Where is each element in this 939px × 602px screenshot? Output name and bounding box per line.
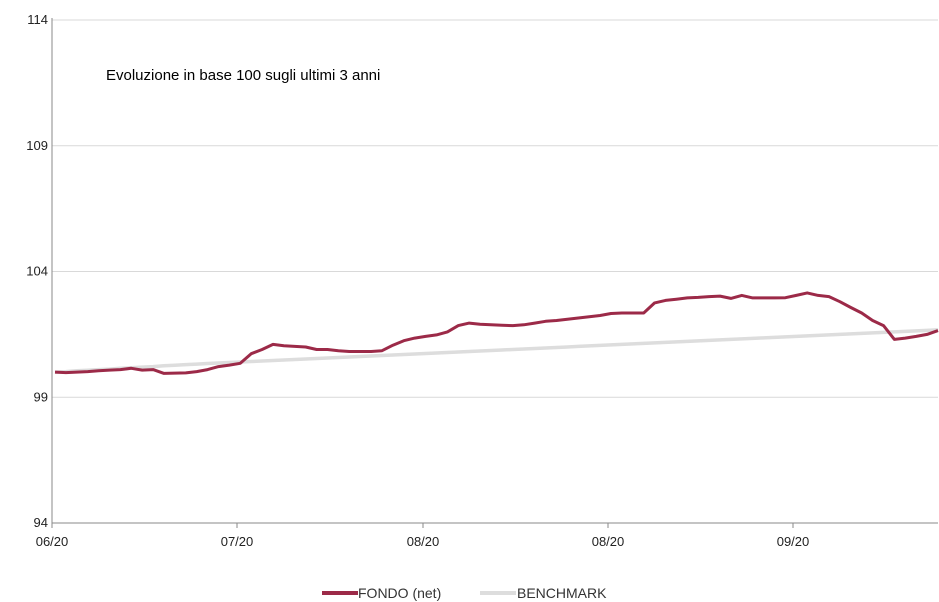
x-tick-labels: 06/20 07/20 08/20 08/20 09/20 [36, 523, 810, 549]
x-tick-label: 09/20 [777, 534, 810, 549]
legend: FONDO (net) BENCHMARK [322, 585, 607, 601]
y-tick-label: 99 [34, 389, 48, 404]
legend-label-fondo: FONDO (net) [358, 585, 441, 601]
gridlines [52, 19, 938, 398]
x-tick-label: 07/20 [221, 534, 254, 549]
y-tick-label: 109 [26, 138, 48, 153]
y-tick-label: 114 [27, 12, 48, 27]
series-line-benchmark [54, 328, 939, 374]
x-tick-label: 08/20 [592, 534, 625, 549]
y-tick-labels: 94 99 104 109 114 [26, 12, 48, 530]
y-tick-label: 94 [34, 515, 48, 530]
series-line-fondo [54, 291, 939, 375]
series-lines [54, 291, 939, 375]
x-tick-label: 08/20 [407, 534, 440, 549]
x-tick-label: 06/20 [36, 534, 69, 549]
y-tick-label: 104 [26, 264, 48, 279]
chart-subtitle: Evoluzione in base 100 sugli ultimi 3 an… [106, 67, 380, 84]
legend-label-benchmark: BENCHMARK [517, 585, 607, 601]
